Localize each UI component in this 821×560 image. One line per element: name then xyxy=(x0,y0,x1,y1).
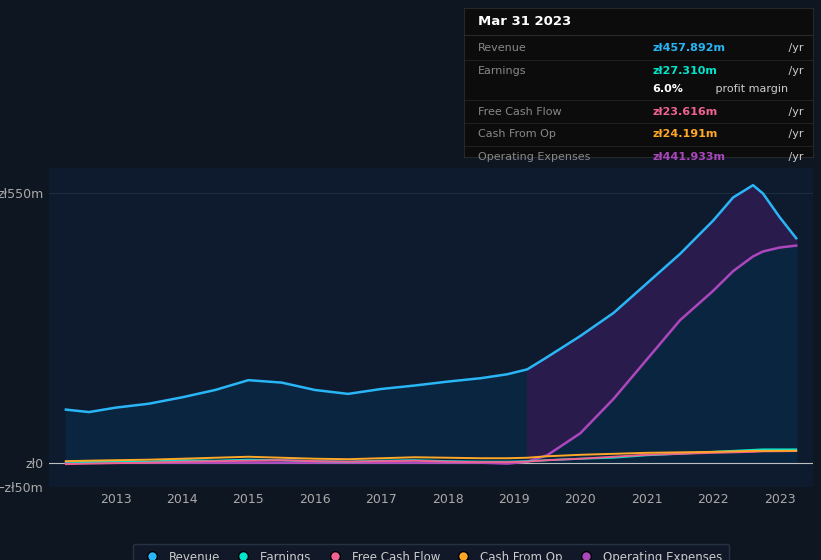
Text: Mar 31 2023: Mar 31 2023 xyxy=(478,15,571,28)
Text: Operating Expenses: Operating Expenses xyxy=(478,152,590,162)
Text: Free Cash Flow: Free Cash Flow xyxy=(478,108,562,117)
Text: Cash From Op: Cash From Op xyxy=(478,129,556,139)
Text: zł23.616m: zł23.616m xyxy=(653,108,718,117)
Text: /yr: /yr xyxy=(785,129,804,139)
Text: zł24.191m: zł24.191m xyxy=(653,129,718,139)
Text: zł27.310m: zł27.310m xyxy=(653,67,718,77)
Legend: Revenue, Earnings, Free Cash Flow, Cash From Op, Operating Expenses: Revenue, Earnings, Free Cash Flow, Cash … xyxy=(133,544,729,560)
Text: 6.0%: 6.0% xyxy=(653,83,683,94)
Text: /yr: /yr xyxy=(785,44,804,53)
Text: profit margin: profit margin xyxy=(712,83,787,94)
Text: /yr: /yr xyxy=(785,108,804,117)
Text: zł457.892m: zł457.892m xyxy=(653,44,725,53)
Text: Revenue: Revenue xyxy=(478,44,526,53)
Text: /yr: /yr xyxy=(785,67,804,77)
Text: zł441.933m: zł441.933m xyxy=(653,152,725,162)
Text: /yr: /yr xyxy=(785,152,804,162)
Text: Earnings: Earnings xyxy=(478,67,526,77)
